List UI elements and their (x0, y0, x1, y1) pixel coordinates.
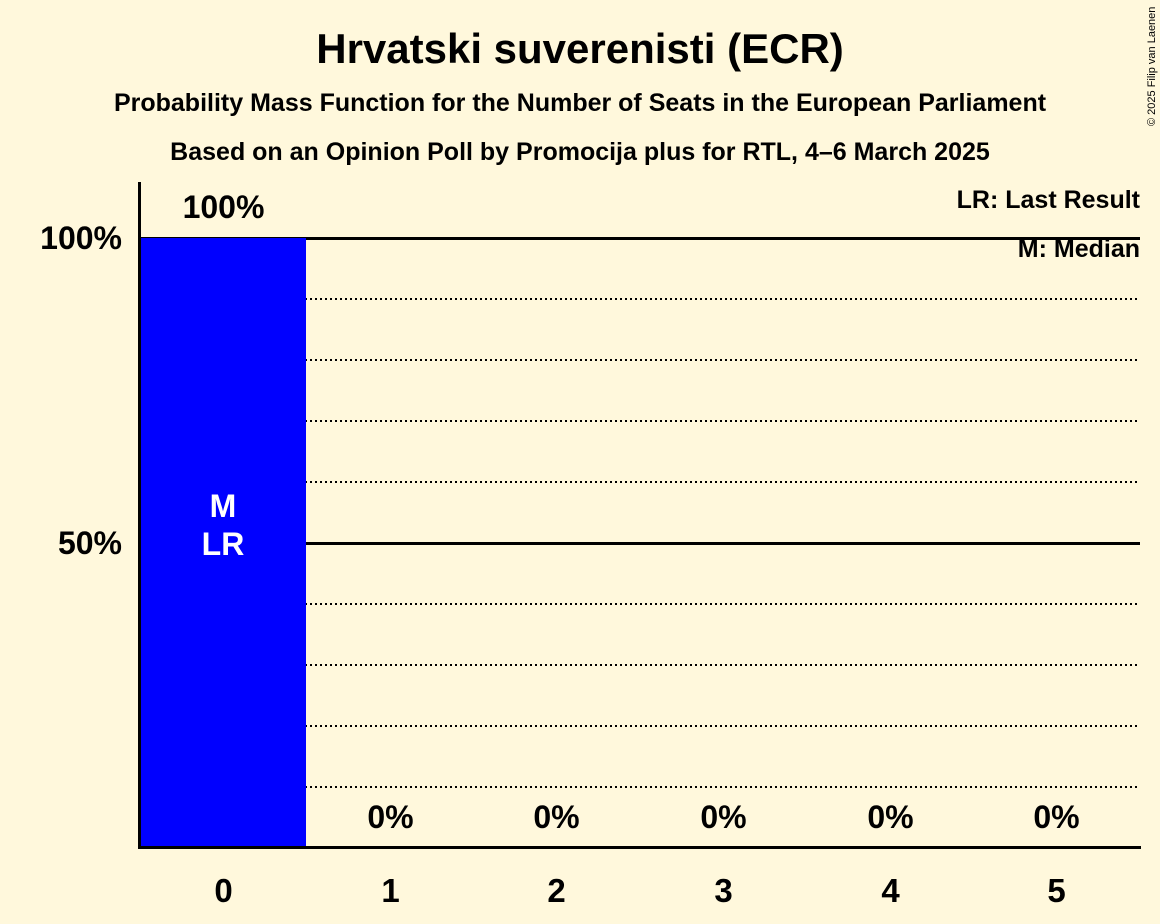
gridline-90pct (140, 298, 1140, 300)
x-tick-5: 5 (1047, 872, 1066, 909)
x-tick-2: 2 (547, 872, 566, 909)
value-label-seats-3: 0% (700, 799, 747, 835)
gridline-60pct (140, 481, 1140, 483)
y-axis-line (138, 182, 141, 849)
gridline-10pct (140, 786, 1140, 788)
value-label-seats-2: 0% (533, 799, 580, 835)
x-tick-4: 4 (881, 872, 900, 909)
gridline-100pct (140, 237, 1140, 240)
median-marker: M (209, 488, 237, 524)
x-tick-0: 0 (214, 872, 233, 909)
value-label-seats-1: 0% (367, 799, 414, 835)
gridline-20pct (140, 725, 1140, 727)
value-label-seats-4: 0% (867, 799, 914, 835)
y-axis-label-50: 50% (57, 525, 122, 561)
value-label-seats-0: 100% (182, 189, 265, 225)
x-axis-line (138, 846, 1141, 849)
value-label-seats-5: 0% (1033, 799, 1080, 835)
chart-source-line: Based on an Opinion Poll by Promocija pl… (170, 138, 990, 166)
gridline-40pct (140, 603, 1140, 605)
y-axis-label-100: 100% (40, 220, 122, 256)
last-result-marker: LR (201, 526, 245, 562)
legend-last-result: LR: Last Result (956, 186, 1140, 214)
legend-median: M: Median (1017, 235, 1140, 263)
x-tick-1: 1 (381, 872, 400, 909)
gridline-30pct (140, 664, 1140, 666)
gridline-70pct (140, 420, 1140, 422)
bar-markers: M LR (140, 487, 306, 563)
chart-title: Hrvatski suverenisti (ECR) (316, 25, 844, 72)
gridline-80pct (140, 359, 1140, 361)
x-tick-3: 3 (714, 872, 733, 909)
chart-subtitle: Probability Mass Function for the Number… (113, 89, 1047, 117)
gridline-50pct (140, 542, 1140, 545)
bar-seats-0 (140, 238, 306, 848)
